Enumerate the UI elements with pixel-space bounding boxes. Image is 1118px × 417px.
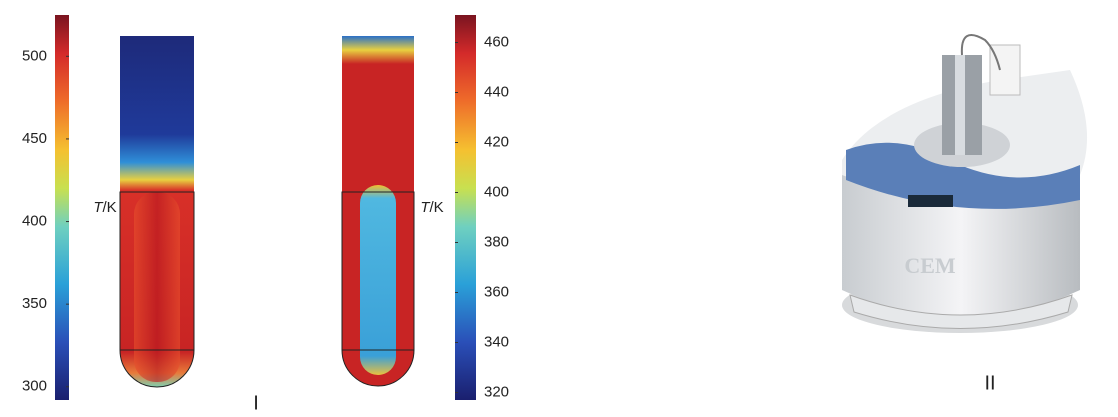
- tick-label: 420: [484, 133, 509, 150]
- tick-label: 400: [484, 183, 509, 200]
- tube-simulation: [120, 36, 194, 387]
- axis-label: T/K: [93, 199, 116, 216]
- axis-unit: /K: [429, 199, 443, 216]
- tick-label: 320: [484, 383, 509, 400]
- panel-label: I: [253, 392, 259, 412]
- tick-label: 460: [484, 33, 509, 50]
- tick-label: 500: [22, 47, 47, 64]
- tick-label: 360: [484, 283, 509, 300]
- panel-label: II: [984, 372, 995, 394]
- microwave-reactor-photo: CEM: [842, 35, 1087, 333]
- figure: CEM I II 300 350 400 450 500 T/K 320 340 360 380 4…: [0, 0, 1118, 412]
- axis-unit: /K: [102, 199, 116, 216]
- tick-label: 440: [484, 83, 509, 100]
- brand-text: CEM: [904, 253, 956, 278]
- tick-label: 450: [22, 130, 47, 147]
- tick-label: 300: [22, 378, 47, 395]
- tick-label: 380: [484, 233, 509, 250]
- colorbar: [55, 15, 69, 400]
- colorbar: [455, 15, 476, 400]
- tick-label: 350: [22, 295, 47, 312]
- tick-label: 340: [484, 333, 509, 350]
- tube-simulation: [342, 36, 414, 386]
- axis-label: T/K: [420, 199, 443, 216]
- tick-label: 400: [22, 213, 47, 230]
